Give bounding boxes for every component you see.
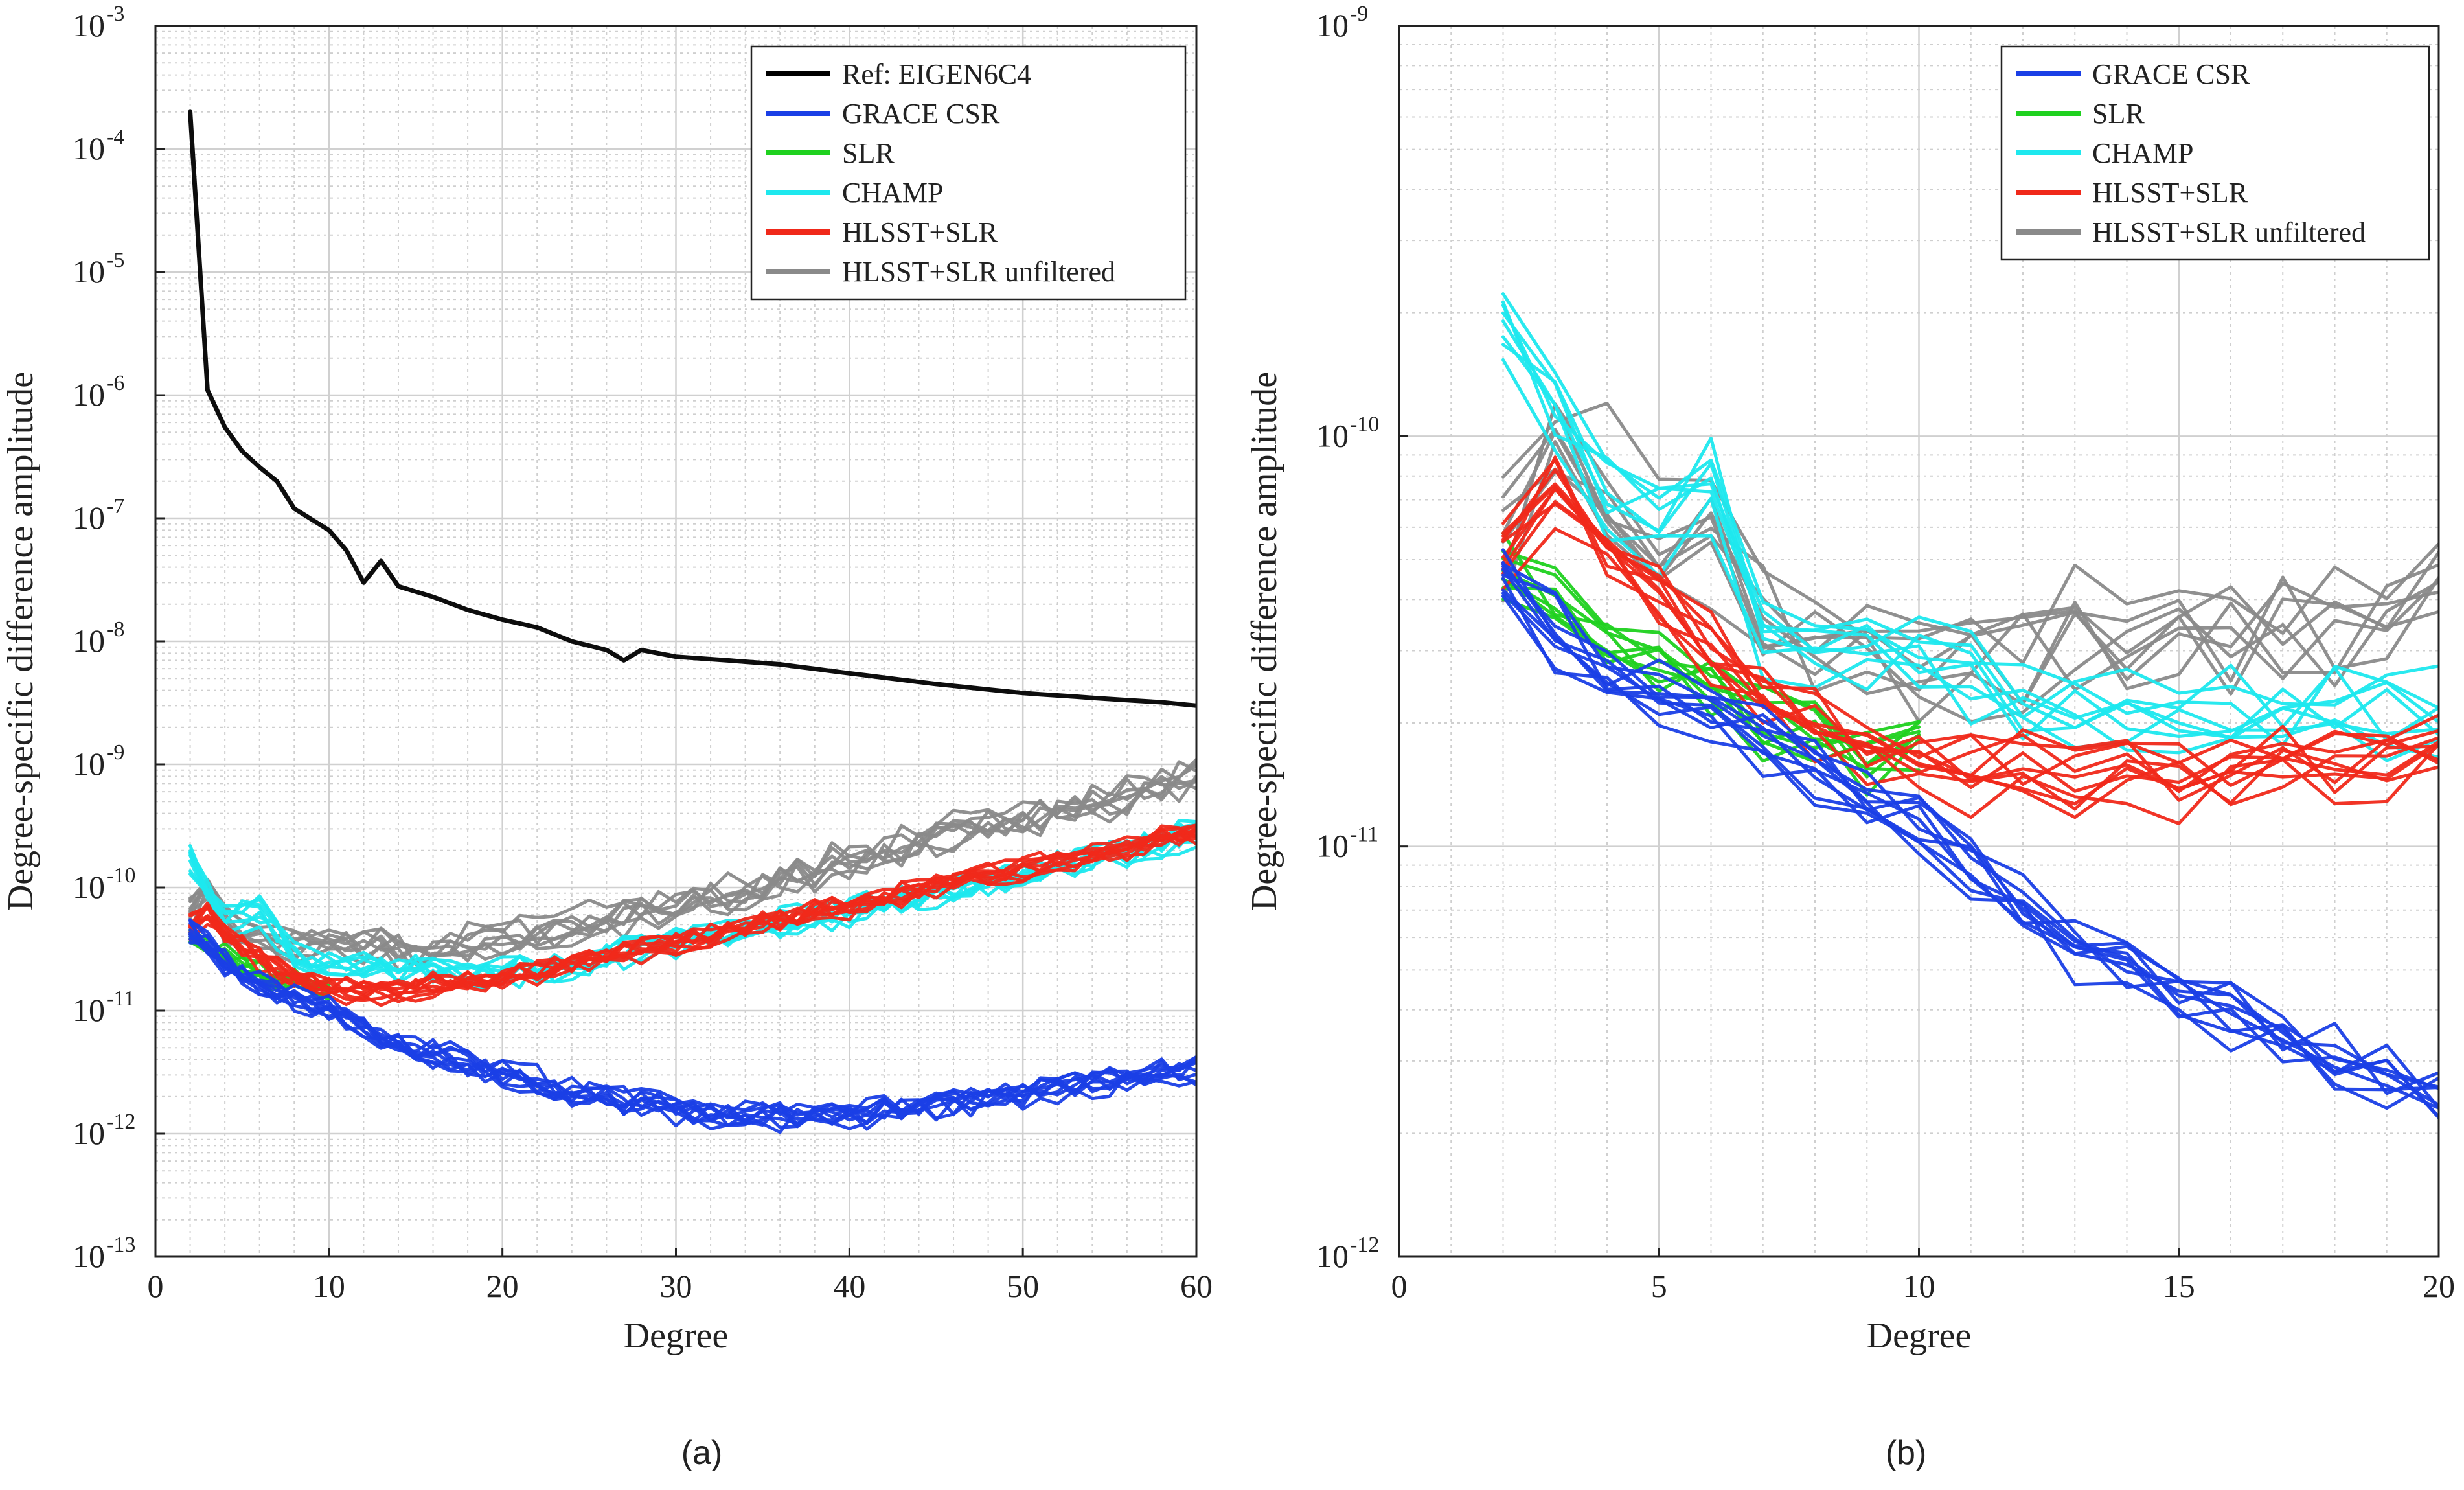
- series-line-champ: [1501, 343, 2439, 750]
- x-tick-label: 15: [2163, 1268, 2195, 1304]
- y-tick-label: 10: [73, 1238, 105, 1274]
- series-lines: [1501, 292, 2439, 1119]
- legend-label: SLR: [2092, 98, 2145, 130]
- series-line-grace-csr: [1501, 564, 2439, 1110]
- y-tick-label: 10: [1316, 1238, 1349, 1274]
- y-tick-label: 10: [73, 746, 105, 782]
- legend-label: HLSST+SLR: [842, 216, 998, 248]
- y-tick-exponent: -6: [106, 371, 124, 395]
- series-line-champ: [188, 833, 1196, 981]
- x-axis-label: Degree: [624, 1316, 729, 1356]
- series-line-hlsst-slr: [188, 832, 1196, 1003]
- y-tick-label: 10: [1316, 417, 1349, 453]
- series-line-hlsst-slr: [1501, 482, 2439, 806]
- y-tick-label: 10: [73, 253, 105, 290]
- y-tick-label: 10: [73, 130, 105, 166]
- series-line-hlsst-slr-unfiltered: [188, 760, 1196, 952]
- x-axis-label: Degree: [1867, 1316, 1972, 1356]
- series-line-hlsst-slr: [1501, 487, 2439, 790]
- y-tick-exponent: -13: [106, 1233, 135, 1257]
- series-line-ref-eigen6c4: [188, 109, 1196, 708]
- y-tick-label: 10: [73, 499, 105, 536]
- y-tick-label: 10: [1316, 7, 1349, 43]
- panel-label: (b): [1886, 1434, 1927, 1472]
- series-line-grace-csr: [188, 918, 1196, 1129]
- series-line-hlsst-slr: [188, 830, 1196, 1002]
- y-tick-exponent: -10: [106, 864, 135, 888]
- y-tick-exponent: -3: [106, 2, 124, 26]
- series-line-grace-csr: [1501, 562, 2439, 1110]
- x-tick-label: 40: [833, 1268, 865, 1304]
- y-axis-label: Degree-specific difference amplitude: [1, 372, 41, 911]
- legend-box: [750, 45, 1187, 301]
- y-tick-exponent: -4: [106, 125, 124, 149]
- y-tick-exponent: -10: [1350, 412, 1379, 436]
- y-tick-exponent: -9: [1350, 2, 1368, 26]
- x-tick-label: 5: [1651, 1268, 1667, 1304]
- series-line-grace-csr: [1501, 591, 2439, 1110]
- y-tick-exponent: -7: [106, 494, 124, 518]
- legend-label: CHAMP: [2092, 137, 2194, 169]
- x-tick-label: 50: [1007, 1268, 1039, 1304]
- legend-label: GRACE CSR: [842, 98, 1000, 130]
- x-tick-label: 0: [1391, 1268, 1408, 1304]
- series-line-hlsst-slr: [188, 824, 1196, 994]
- legend-label: SLR: [842, 137, 895, 169]
- series-line-slr: [1501, 549, 1921, 779]
- y-tick-exponent: -5: [106, 248, 124, 272]
- x-tick-label: 30: [660, 1268, 692, 1304]
- y-axis-label: Degree-specific difference amplitude: [1244, 372, 1284, 911]
- series-line-champ: [1501, 335, 2439, 759]
- y-tick-label: 10: [73, 623, 105, 659]
- series-line-hlsst-slr: [1501, 468, 2439, 794]
- series-line-champ: [1501, 300, 2439, 719]
- x-tick-label: 60: [1180, 1268, 1213, 1304]
- y-tick-label: 10: [1316, 828, 1349, 864]
- legend-label: GRACE CSR: [2092, 58, 2250, 90]
- series-line-grace-csr: [1501, 560, 2439, 1119]
- x-tick-label: 10: [313, 1268, 345, 1304]
- series-line-grace-csr: [1501, 588, 2439, 1107]
- y-tick-label: 10: [73, 869, 105, 905]
- series-lines: [188, 109, 1196, 1134]
- series-line-grace-csr: [1501, 548, 2439, 1095]
- y-tick-exponent: -9: [106, 740, 124, 764]
- y-tick-label: 10: [73, 376, 105, 413]
- legend: Ref: EIGEN6C4 GRACE CSR SLR CHAMP HLSST+SLR H…: [750, 45, 1187, 301]
- y-tick-exponent: -12: [1350, 1233, 1379, 1257]
- series-line-hlsst-slr-unfiltered: [1501, 402, 2439, 665]
- legend-label: HLSST+SLR unfiltered: [2092, 216, 2366, 248]
- series-line-champ: [188, 823, 1196, 980]
- x-tick-label: 20: [486, 1268, 519, 1304]
- y-tick-exponent: -11: [1350, 823, 1378, 847]
- x-tick-label: 10: [1903, 1268, 1935, 1304]
- x-tick-label: 0: [148, 1268, 164, 1304]
- legend-label: HLSST+SLR unfiltered: [842, 256, 1115, 288]
- y-tick-label: 10: [73, 7, 105, 43]
- series-line-grace-csr: [1501, 567, 2439, 1119]
- series-line-grace-csr: [188, 919, 1196, 1127]
- series-line-hlsst-slr: [1501, 458, 2439, 802]
- y-tick-label: 10: [73, 1115, 105, 1151]
- legend-label: Ref: EIGEN6C4: [842, 58, 1031, 90]
- y-tick-label: 10: [73, 992, 105, 1028]
- y-tick-exponent: -8: [106, 617, 124, 641]
- legend: GRACE CSR SLR CHAMP HLSST+SLR HLSST+SLR unfi…: [2000, 45, 2430, 261]
- series-line-champ: [1501, 311, 2439, 740]
- legend-label: HLSST+SLR: [2092, 177, 2248, 209]
- panel-label: (a): [681, 1434, 723, 1472]
- y-tick-exponent: -12: [106, 1110, 135, 1134]
- legend-label: CHAMP: [842, 177, 944, 209]
- x-tick-label: 20: [2423, 1268, 2455, 1304]
- y-tick-exponent: -11: [106, 987, 135, 1011]
